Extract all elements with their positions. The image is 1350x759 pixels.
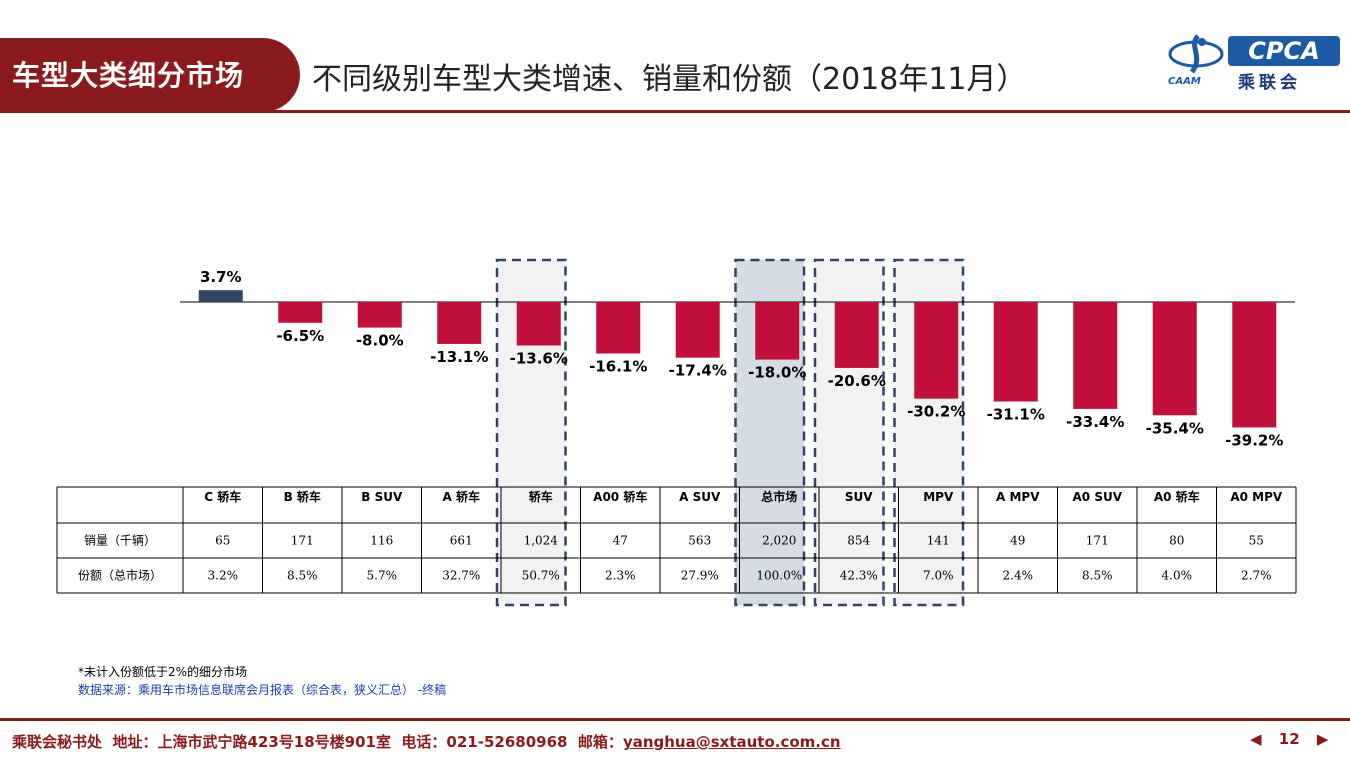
tick-label: B 轿车 [284, 489, 321, 504]
table-cell: 171 [1086, 534, 1109, 548]
table-cell: 2.7% [1241, 569, 1272, 583]
pager: ◀ 12 ▶ [1244, 730, 1334, 748]
table-cell: 65 [215, 534, 230, 548]
data-source: 数据来源：乘用车市场信息联席会月报表（综合表，狭义汇总） -终稿 [78, 683, 447, 697]
footer-phone: 电话：021-52680968 [401, 733, 568, 751]
bar [198, 290, 243, 302]
bar [357, 302, 402, 328]
data-label: -13.6% [510, 350, 568, 368]
header-divider [0, 110, 1350, 113]
tick-label: SUV [845, 490, 873, 504]
tick-label: 总市场 [761, 489, 797, 504]
tick-label: A0 MPV [1230, 490, 1283, 504]
table-cell: 7.0% [923, 569, 954, 583]
table-cell: 2.3% [605, 569, 636, 583]
data-label: -13.1% [430, 348, 488, 366]
tick-label: C 轿车 [204, 489, 241, 504]
bar [993, 302, 1038, 402]
tick-label: MPV [923, 490, 954, 504]
table-cell: 563 [688, 534, 711, 548]
table-cell: 49 [1010, 534, 1025, 548]
data-label: -33.4% [1066, 413, 1124, 431]
bar [516, 302, 561, 346]
bar [278, 302, 323, 323]
table-cell: 8.5% [1082, 569, 1113, 583]
growth-bar-chart: 3.7% -6.5% -8.0% -13.1% -13.6% -16.1% -17.4% -1… [56, 258, 1297, 607]
table-cell: 1,024 [524, 534, 559, 548]
cpca-logo: CPCA [1228, 36, 1340, 66]
tick-label: A SUV [679, 490, 721, 504]
tick-label: A0 轿车 [1154, 489, 1200, 504]
footer-email-link[interactable]: yanghua@sxtauto.com.cn [622, 733, 841, 751]
footer-email-label: 邮箱： [577, 733, 623, 751]
table-cell: 100.0% [756, 569, 802, 583]
tick-label: 轿车 [529, 489, 553, 504]
table-cell: 2,020 [762, 534, 796, 548]
table-cell: 47 [613, 534, 628, 548]
footer-org: 乘联会秘书处 [12, 733, 103, 751]
table-cell: 42.3% [840, 569, 878, 583]
prev-page-icon[interactable]: ◀ [1250, 730, 1262, 748]
table-cell: 854 [847, 534, 870, 548]
bar [437, 302, 482, 344]
bar [1152, 302, 1197, 416]
tick-label: A00 轿车 [593, 489, 647, 504]
table-cell: 661 [450, 534, 473, 548]
table-cell: 80 [1169, 534, 1184, 548]
bar [1232, 302, 1277, 428]
page-title: 不同级别车型大类增速、销量和份额（2018年11月） [312, 62, 1027, 97]
section-title: 车型大类细分市场 [12, 59, 245, 92]
data-label: -18.0% [748, 364, 806, 382]
table-row-label: 销量（千辆） [84, 534, 156, 548]
data-label: -31.1% [987, 406, 1045, 424]
data-label: 3.7% [200, 268, 242, 286]
table-cell: 32.7% [442, 569, 480, 583]
data-label: -39.2% [1225, 431, 1283, 449]
table-row-label: 份额（总市场） [78, 568, 162, 583]
table-cell: 55 [1249, 534, 1264, 548]
data-label: -17.4% [669, 362, 727, 380]
data-label: -8.0% [356, 332, 404, 350]
section-tab [0, 38, 300, 112]
caam-swirl-icon [1168, 34, 1224, 74]
tick-label: A MPV [996, 490, 1040, 504]
page-number: 12 [1278, 730, 1300, 748]
table-cell: 5.7% [367, 569, 398, 583]
data-label: -30.2% [907, 403, 965, 421]
table-cell: 4.0% [1162, 569, 1193, 583]
data-label: -16.1% [589, 358, 647, 376]
bar [675, 302, 720, 358]
tick-label: B SUV [361, 490, 403, 504]
footer-address: 地址：上海市武宁路423号18号楼901室 [112, 733, 391, 751]
cpca-logo-sub: 乘联会 [1238, 73, 1301, 93]
bar [755, 302, 800, 360]
table-cell: 171 [291, 534, 314, 548]
bar [834, 302, 879, 368]
data-label: -35.4% [1146, 419, 1204, 437]
table-cell: 116 [370, 534, 393, 548]
table-cell: 50.7% [522, 569, 560, 583]
tick-label: A0 SUV [1073, 490, 1123, 504]
table-cell: 3.2% [208, 569, 239, 583]
caam-logo-text: CAAM [1168, 76, 1201, 87]
tick-label: A 轿车 [443, 489, 480, 504]
next-page-icon[interactable]: ▶ [1316, 730, 1329, 748]
data-label: -20.6% [828, 372, 886, 390]
bar [1073, 302, 1118, 409]
footnote: *未计入份额低于2%的细分市场 [78, 665, 248, 679]
data-label: -6.5% [276, 327, 324, 345]
table-cell: 2.4% [1003, 569, 1034, 583]
table-cell: 141 [927, 534, 950, 548]
footer-info: 乘联会秘书处 地址：上海市武宁路423号18号楼901室 电话：021-5268… [12, 731, 841, 752]
table-cell: 27.9% [681, 569, 719, 583]
table-cell: 8.5% [287, 569, 318, 583]
bar [914, 302, 959, 399]
footer-divider [0, 718, 1350, 721]
bar [596, 302, 641, 354]
